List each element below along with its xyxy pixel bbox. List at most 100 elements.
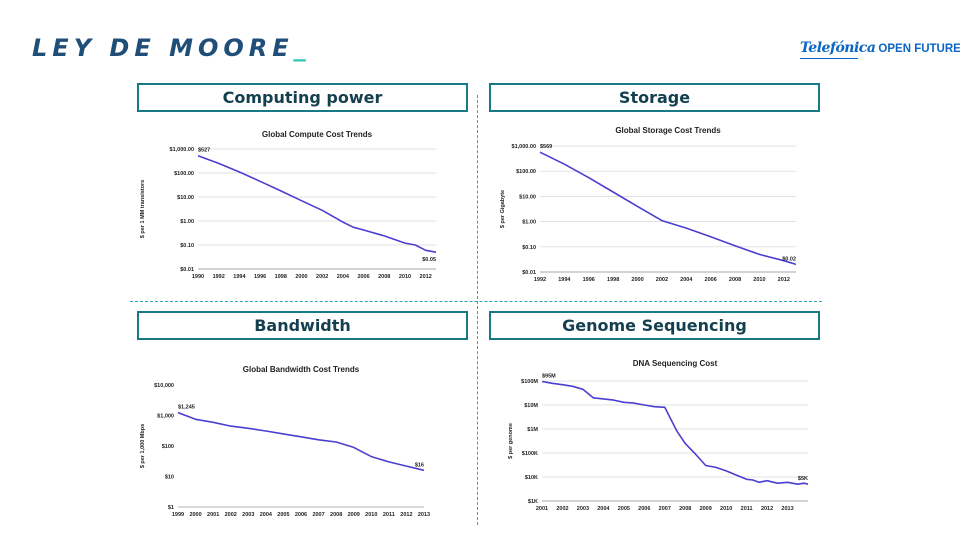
- y-tick-label: $10K: [525, 475, 538, 481]
- bandwidth-cost-chart: Global Bandwidth Cost Trends $ per 1,000 …: [140, 365, 430, 518]
- x-tick-label: 2002: [316, 274, 328, 280]
- telefonica-logo: Telefónica OPEN FUTURE: [800, 39, 960, 59]
- y-tick-label: $10.00: [519, 194, 536, 200]
- x-tick-label: 1998: [607, 277, 619, 283]
- y-tick-label: $100.00: [174, 171, 194, 177]
- x-tick-label: 2012: [761, 506, 773, 512]
- x-tick-label: 2010: [399, 274, 411, 280]
- x-tick-label: 1998: [275, 274, 287, 280]
- y-tick-label: $1: [168, 505, 174, 511]
- y-tick-label: $1K: [528, 499, 538, 505]
- y-tick-label: $1.00: [522, 220, 536, 226]
- y-tick-label: $1,000.00: [512, 144, 536, 150]
- x-tick-label: 2000: [295, 274, 307, 280]
- y-axis-label: $ per 1 MM transistors: [140, 180, 146, 238]
- y-tick-label: $1.00: [180, 219, 194, 225]
- x-tick-label: 2006: [357, 274, 369, 280]
- y-tick-label: $1,000: [157, 414, 174, 420]
- slide-title: LEY DE MOORE_: [32, 34, 306, 62]
- x-tick-label: 2003: [242, 512, 254, 518]
- x-tick-label: 2008: [729, 277, 741, 283]
- data-label: $527: [198, 148, 210, 154]
- x-tick-label: 2007: [312, 512, 324, 518]
- y-tick-label: $0.10: [180, 243, 194, 249]
- x-tick-label: 1992: [534, 277, 546, 283]
- title-cursor: _: [293, 34, 306, 62]
- x-tick-label: 2008: [330, 512, 342, 518]
- y-axis-label: $ per genome: [508, 423, 514, 459]
- y-tick-label: $10: [165, 475, 174, 481]
- x-tick-label: 2012: [400, 512, 412, 518]
- data-label: $16: [415, 462, 424, 468]
- y-tick-label: $10,000: [154, 383, 174, 389]
- x-tick-label: 1999: [172, 512, 184, 518]
- series-line: [539, 151, 797, 266]
- x-tick-label: 1990: [192, 274, 204, 280]
- x-tick-label: 2005: [277, 512, 289, 518]
- chart-title: Global Storage Cost Trends: [615, 126, 721, 135]
- x-tick-label: 2006: [638, 506, 650, 512]
- x-tick-label: 2011: [741, 506, 753, 512]
- x-tick-label: 2000: [631, 277, 643, 283]
- data-label: $5K: [798, 476, 808, 482]
- x-tick-label: 2006: [295, 512, 307, 518]
- data-label: $0.05: [422, 257, 436, 263]
- y-tick-label: $100K: [522, 451, 538, 457]
- x-tick-label: 2004: [597, 506, 610, 512]
- x-tick-label: 2007: [659, 506, 671, 512]
- x-tick-label: 2013: [418, 512, 430, 518]
- series-line: [541, 380, 809, 485]
- vertical-divider: [477, 95, 478, 525]
- x-tick-label: 2005: [618, 506, 630, 512]
- x-tick-label: 1992: [213, 274, 225, 280]
- section-header-bandwidth: Bandwidth: [137, 311, 468, 340]
- series-line: [197, 154, 437, 253]
- x-tick-label: 2010: [365, 512, 377, 518]
- y-tick-label: $0.01: [522, 270, 536, 276]
- chart-title: Global Bandwidth Cost Trends: [243, 365, 360, 374]
- x-tick-label: 2011: [383, 512, 395, 518]
- x-tick-label: 2001: [536, 506, 548, 512]
- y-tick-label: $100M: [521, 379, 538, 385]
- horizontal-divider: [130, 301, 822, 302]
- data-label: $0.02: [782, 256, 796, 262]
- chart-title: Global Compute Cost Trends: [262, 130, 373, 139]
- logo-brand: Telefónica: [800, 40, 876, 56]
- x-tick-label: 1996: [583, 277, 595, 283]
- y-tick-label: $10M: [524, 403, 538, 409]
- x-tick-label: 2000: [189, 512, 201, 518]
- x-tick-label: 2009: [700, 506, 712, 512]
- x-tick-label: 2006: [705, 277, 717, 283]
- dna-sequencing-cost-chart: DNA Sequencing Cost $ per genome $100M $10M…: [508, 359, 809, 512]
- x-tick-label: 2009: [348, 512, 360, 518]
- logo-suffix: OPEN FUTURE: [878, 43, 960, 55]
- x-tick-label: 2004: [680, 277, 693, 283]
- y-tick-label: $0.10: [522, 245, 536, 251]
- chart-title: DNA Sequencing Cost: [633, 359, 718, 368]
- y-tick-label: $100.00: [516, 169, 536, 175]
- storage-cost-chart: Global Storage Cost Trends $ per Gigabyte…: [500, 126, 797, 283]
- y-tick-label: $1M: [527, 427, 538, 433]
- y-axis-label: $ per 1,000 Mbps: [140, 424, 146, 468]
- data-label: $1,245: [178, 405, 195, 411]
- y-tick-label: $100: [162, 444, 174, 450]
- x-tick-label: 2004: [337, 274, 350, 280]
- y-tick-label: $10.00: [177, 195, 194, 201]
- x-tick-label: 1994: [233, 274, 246, 280]
- x-tick-label: 2012: [420, 274, 432, 280]
- x-tick-label: 2010: [753, 277, 765, 283]
- y-tick-label: $0.01: [180, 267, 194, 273]
- x-tick-label: 2004: [260, 512, 273, 518]
- x-tick-label: 2008: [679, 506, 691, 512]
- x-tick-label: 2003: [577, 506, 589, 512]
- y-tick-label: $1,000.00: [170, 147, 194, 153]
- section-header-computing: Computing power: [137, 83, 468, 112]
- series-line: [177, 411, 425, 472]
- x-tick-label: 2012: [778, 277, 790, 283]
- data-label: $95M: [542, 374, 556, 380]
- x-tick-label: 2002: [656, 277, 668, 283]
- x-tick-label: 2013: [781, 506, 793, 512]
- x-tick-label: 2010: [720, 506, 732, 512]
- y-axis-label: $ per Gigabyte: [500, 190, 506, 228]
- x-tick-label: 2008: [378, 274, 390, 280]
